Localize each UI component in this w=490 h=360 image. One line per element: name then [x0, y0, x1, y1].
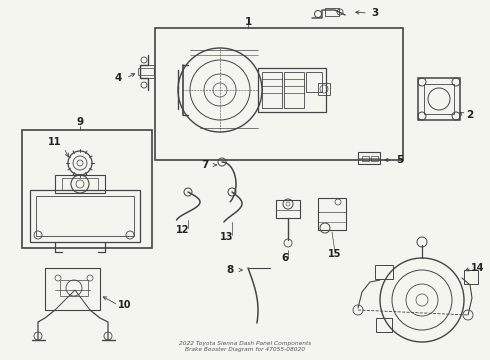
Bar [318, 198, 346, 230]
Text: 14: 14 [471, 263, 485, 273]
Bar [376, 318, 392, 332]
Bar [375, 265, 393, 279]
Bar [371, 156, 378, 161]
Text: 1: 1 [245, 17, 252, 27]
Bar [276, 200, 300, 218]
Text: 10: 10 [118, 300, 132, 310]
Bar [418, 78, 460, 120]
Bar [155, 28, 403, 160]
Bar [464, 270, 478, 284]
Bar [362, 156, 369, 161]
Bar [138, 68, 154, 75]
Text: 13: 13 [220, 232, 234, 242]
Bar [30, 190, 140, 242]
Bar [258, 68, 326, 112]
Bar [62, 178, 98, 190]
Bar [358, 152, 380, 164]
Text: 15: 15 [328, 249, 342, 259]
Text: 12: 12 [176, 225, 190, 235]
Bar [262, 72, 282, 108]
Text: 7: 7 [201, 160, 209, 170]
Bar [284, 72, 304, 108]
Bar [55, 175, 105, 193]
Text: 3: 3 [371, 8, 379, 18]
Bar [306, 72, 322, 92]
Text: 2022 Toyota Sienna Dash Panel Components
Brake Booster Diagram for 47055-08020: 2022 Toyota Sienna Dash Panel Components… [179, 341, 311, 352]
Bar [318, 83, 330, 95]
Text: 2: 2 [466, 110, 474, 120]
Text: 8: 8 [226, 265, 234, 275]
Text: 4: 4 [114, 73, 122, 83]
Bar [22, 130, 152, 248]
Text: 11: 11 [48, 137, 62, 147]
Bar [60, 280, 88, 296]
Text: 9: 9 [76, 117, 84, 127]
Bar [424, 84, 454, 114]
Bar [325, 8, 339, 16]
Text: 6: 6 [281, 253, 289, 263]
Text: 5: 5 [396, 155, 404, 165]
Bar [36, 196, 134, 236]
